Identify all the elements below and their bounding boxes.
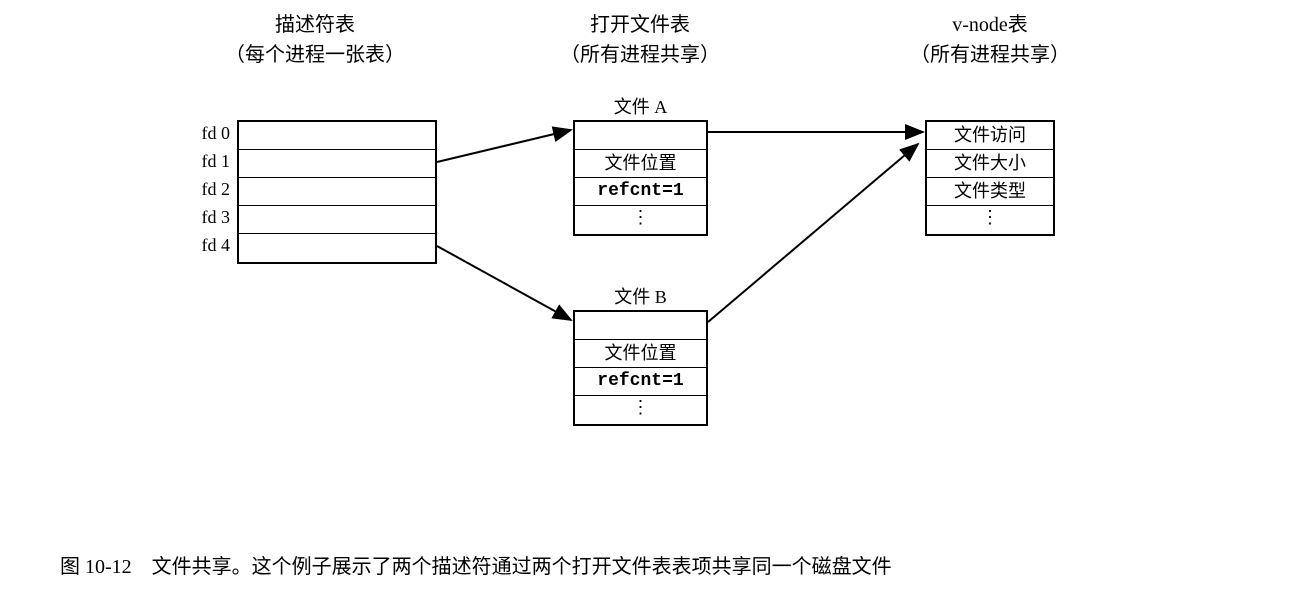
fd0-label: fd 0 (190, 123, 230, 144)
fd0-cell (239, 122, 435, 150)
figure-caption: 图 10-12 文件共享。这个例子展示了两个描述符通过两个打开文件表表项共享同一… (60, 550, 892, 579)
file-a-ptr-cell (575, 122, 706, 150)
file-a-pos: 文件位置 (575, 150, 706, 178)
file-b-title: 文件 B (573, 283, 708, 309)
fd3-label: fd 3 (190, 207, 230, 228)
col1-header: 描述符表 （每个进程一张表） (200, 10, 430, 70)
file-b-pos: 文件位置 (575, 340, 706, 368)
file-a-dots: ⋮ (575, 206, 706, 234)
col3-title: v-node表 (890, 10, 1090, 40)
fd4-label: fd 4 (190, 235, 230, 256)
file-a-title: 文件 A (573, 93, 708, 119)
vnode-access: 文件访问 (927, 122, 1053, 150)
file-a-refcnt: refcnt=1 (575, 178, 706, 206)
file-a-table: 文件位置 refcnt=1 ⋮ (573, 120, 708, 236)
vnode-table: 文件访问 文件大小 文件类型 ⋮ (925, 120, 1055, 236)
file-b-refcnt: refcnt=1 (575, 368, 706, 396)
fd2-label: fd 2 (190, 179, 230, 200)
col2-title: 打开文件表 (540, 10, 740, 40)
arrow-fileB-vnode (708, 144, 918, 322)
file-b-ptr-cell (575, 312, 706, 340)
col1-subtitle: （每个进程一张表） (200, 40, 430, 70)
fd1-label: fd 1 (190, 151, 230, 172)
vnode-size: 文件大小 (927, 150, 1053, 178)
col2-header: 打开文件表 （所有进程共享） (540, 10, 740, 70)
diagram-container: 描述符表 （每个进程一张表） 打开文件表 （所有进程共享） v-node表 （所… (0, 0, 1309, 592)
fd1-cell (239, 150, 435, 178)
descriptor-table (237, 120, 437, 264)
fd4-cell (239, 234, 435, 262)
file-b-table: 文件位置 refcnt=1 ⋮ (573, 310, 708, 426)
col3-subtitle: （所有进程共享） (890, 40, 1090, 70)
fd2-cell (239, 178, 435, 206)
vnode-type: 文件类型 (927, 178, 1053, 206)
col1-title: 描述符表 (200, 10, 430, 40)
col2-subtitle: （所有进程共享） (540, 40, 740, 70)
vnode-dots: ⋮ (927, 206, 1053, 234)
file-b-dots: ⋮ (575, 396, 706, 424)
fd3-cell (239, 206, 435, 234)
arrow-fd1-fileA (437, 130, 571, 162)
arrow-fd4-fileB (437, 246, 571, 320)
col3-header: v-node表 （所有进程共享） (890, 10, 1090, 70)
